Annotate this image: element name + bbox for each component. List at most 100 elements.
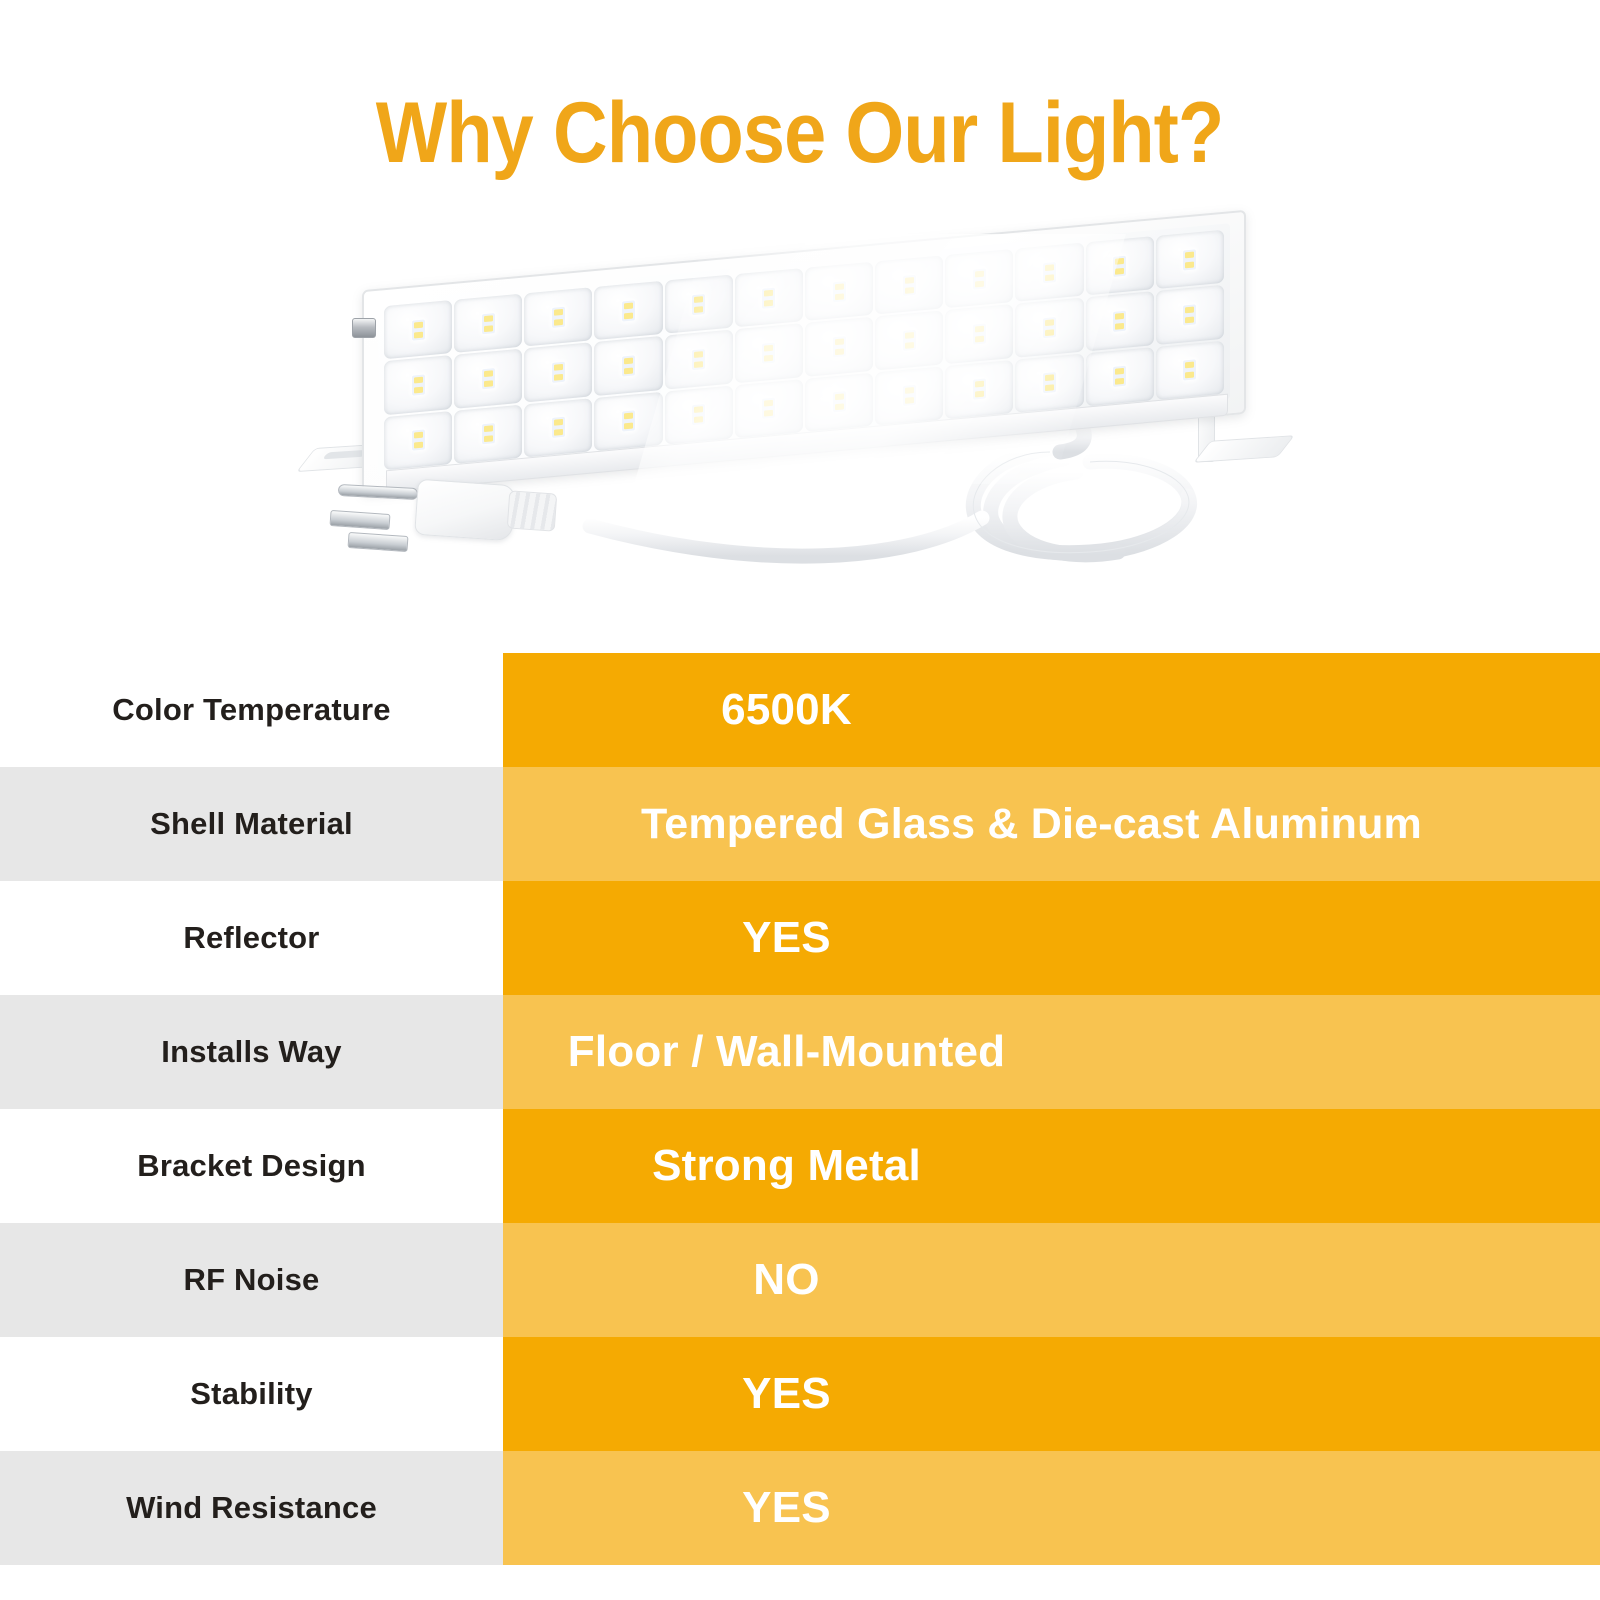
led-reflector-cell [875, 365, 944, 426]
led-reflector-cell [1155, 229, 1224, 290]
spec-value: Tempered Glass & Die-cast Aluminum [503, 767, 1600, 881]
spec-value: YES [503, 881, 1600, 995]
led-chip-icon [762, 287, 776, 309]
led-chip-icon [692, 348, 706, 371]
led-chip-icon [832, 391, 846, 413]
led-chip-icon [972, 378, 986, 400]
led-reflector-cell [875, 310, 944, 371]
spec-label: Wind Resistance [0, 1451, 503, 1565]
led-chip-icon [551, 361, 565, 383]
led-chip-icon [1183, 359, 1197, 381]
led-reflector-cell [1085, 236, 1154, 296]
spec-row: Installs Way Floor / Wall-Mounted [0, 995, 1600, 1109]
led-reflector-cell [594, 391, 663, 452]
led-reflector-cell [804, 372, 874, 432]
spec-row: Shell Material Tempered Glass & Die-cast … [0, 767, 1600, 881]
spec-row: Color Temperature 6500K [0, 653, 1600, 767]
spec-label: RF Noise [0, 1223, 503, 1337]
led-chip-icon [411, 429, 425, 452]
led-reflector-cell [734, 378, 803, 439]
led-chip-icon [1043, 372, 1057, 394]
led-chip-icon [481, 423, 495, 445]
led-chip-icon [832, 280, 846, 303]
led-chip-icon [972, 323, 986, 345]
spec-label: Stability [0, 1337, 503, 1451]
spec-label: Color Temperature [0, 653, 503, 767]
led-chip-icon [762, 397, 776, 420]
led-chip-icon [972, 268, 986, 290]
led-chip-icon [1113, 310, 1127, 332]
page-header: Why Choose Our Light? [0, 78, 1600, 188]
led-reflector-cell [1015, 297, 1084, 358]
led-chip-icon [1183, 248, 1197, 271]
led-reflector-cell [524, 397, 593, 458]
led-chip-icon [1043, 261, 1057, 283]
led-flood-light-illustration [290, 200, 1300, 630]
led-reflector-cell [804, 317, 874, 377]
led-reflector-cell [875, 255, 944, 315]
led-chip-icon [1113, 365, 1127, 388]
led-chip-icon [1043, 317, 1057, 339]
led-reflector-cell [945, 248, 1014, 309]
led-reflector-cell [945, 359, 1014, 420]
led-reflector-cell [594, 336, 663, 396]
spec-value: Strong Metal [503, 1109, 1600, 1223]
led-reflector-cell [734, 268, 803, 328]
led-reflector-cell [454, 293, 523, 354]
led-reflector-cell [454, 404, 523, 464]
led-reflector-cell [384, 300, 453, 360]
led-chip-icon [622, 410, 636, 432]
product-hero [0, 200, 1600, 630]
led-reflector-cell [524, 287, 593, 347]
led-reflector-cell [454, 348, 523, 409]
led-reflector-cell [1015, 353, 1084, 413]
led-chip-icon [762, 342, 776, 364]
spec-value: NO [503, 1223, 1600, 1337]
specification-table: Color Temperature 6500K Shell Material Temp… [0, 653, 1600, 1565]
led-chip-icon [692, 293, 706, 315]
led-chip-icon [551, 417, 565, 439]
spec-label: Bracket Design [0, 1109, 503, 1223]
led-chip-icon [481, 312, 495, 334]
led-reflector-cell [524, 342, 593, 403]
led-reflector-cell [945, 304, 1014, 364]
led-reflector-cell [734, 323, 803, 383]
led-chip-icon [832, 336, 846, 358]
led-chip-icon [902, 329, 916, 351]
led-chip-icon [902, 385, 916, 407]
spec-label: Reflector [0, 881, 503, 995]
led-chip-icon [411, 319, 425, 341]
spec-label: Shell Material [0, 767, 503, 881]
spec-value: 6500K [503, 653, 1600, 767]
spec-row: RF Noise NO [0, 1223, 1600, 1337]
led-reflector-cell [1085, 291, 1154, 352]
led-chip-icon [622, 355, 636, 377]
led-reflector-cell [1155, 340, 1224, 400]
bracket-adjust-knob-icon [352, 318, 376, 338]
spec-row: Reflector YES [0, 881, 1600, 995]
led-reflector-cell [804, 261, 874, 322]
led-reflector-cell [1155, 285, 1224, 345]
led-reflector-cell [594, 280, 663, 341]
led-reflector-cell [1015, 242, 1084, 303]
led-reflector-cell [384, 410, 453, 471]
led-reflector-cell [384, 355, 453, 415]
spec-value: YES [503, 1451, 1600, 1565]
led-reflector-cell [1085, 346, 1154, 407]
spec-label: Installs Way [0, 995, 503, 1109]
spec-row: Wind Resistance YES [0, 1451, 1600, 1565]
spec-value: Floor / Wall-Mounted [503, 995, 1600, 1109]
led-reflector-cell [664, 274, 733, 335]
led-reflector-cell [664, 385, 733, 445]
led-chip-icon [902, 274, 916, 296]
led-chip-icon [622, 300, 636, 322]
power-plug-grip [506, 490, 558, 532]
spec-row: Stability YES [0, 1337, 1600, 1451]
led-chip-icon [1183, 304, 1197, 326]
led-chip-icon [411, 374, 425, 396]
led-chip-icon [481, 368, 495, 390]
led-chip-icon [692, 404, 706, 426]
led-chip-icon [551, 306, 565, 328]
spec-row: Bracket Design Strong Metal [0, 1109, 1600, 1223]
spec-value: YES [503, 1337, 1600, 1451]
